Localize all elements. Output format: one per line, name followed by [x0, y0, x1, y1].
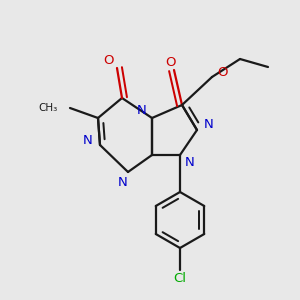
Text: N: N [83, 134, 93, 146]
Text: Cl: Cl [173, 272, 187, 284]
Text: CH₃: CH₃ [39, 103, 58, 113]
Text: O: O [166, 56, 176, 68]
Text: N: N [118, 176, 128, 188]
Text: N: N [137, 103, 147, 116]
Text: O: O [217, 65, 227, 79]
Text: N: N [185, 157, 195, 169]
Text: O: O [104, 53, 114, 67]
Text: N: N [204, 118, 214, 131]
